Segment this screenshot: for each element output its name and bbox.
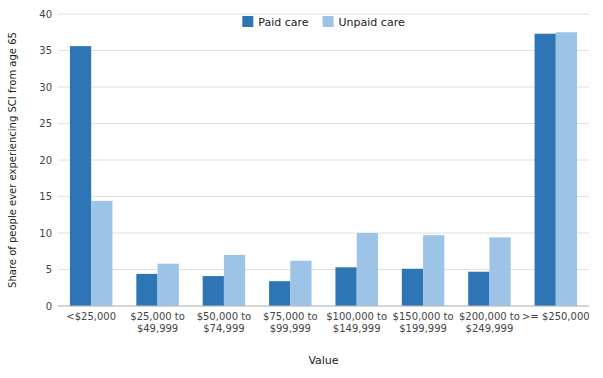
x-tick-label: $100,000 to$149,999 <box>326 311 387 334</box>
x-tick-label-line: <$25,000 <box>66 311 116 322</box>
x-tick-label-line: $74,999 <box>203 323 244 334</box>
x-tick-label-line: >= $250,000 <box>522 311 590 322</box>
x-tick-label: $25,000 to$49,999 <box>130 311 185 334</box>
grid-line <box>58 87 589 88</box>
y-tick-label: 25 <box>39 118 52 129</box>
bars <box>70 32 577 306</box>
y-tick-label: 30 <box>39 82 52 93</box>
bar <box>224 255 245 306</box>
bar <box>335 267 356 306</box>
y-tick-label: 35 <box>39 45 52 56</box>
x-tick-label-line: $200,000 to <box>459 311 520 322</box>
legend-swatch <box>323 16 334 27</box>
x-tick-label-line: $199,999 <box>399 323 447 334</box>
y-tick-label: 5 <box>46 264 52 275</box>
x-axis-label: Value <box>308 354 338 367</box>
bar <box>91 201 112 306</box>
y-tick-label: 20 <box>39 155 52 166</box>
x-tick-label-line: $150,000 to <box>393 311 454 322</box>
bar <box>136 274 157 306</box>
y-tick-label: 0 <box>46 301 52 312</box>
grid-line <box>58 50 589 51</box>
chart: 0 5 10 15 20 25 30 35 40 <$25,000 $25,000 to$49,99… <box>0 0 603 378</box>
x-tick-label-line: $99,999 <box>270 323 311 334</box>
grid-line <box>58 160 589 161</box>
x-tick-label: $50,000 to$74,999 <box>197 311 252 334</box>
grid-line <box>58 123 589 124</box>
grid-line <box>58 196 589 197</box>
grid-line <box>58 306 589 307</box>
bar <box>290 261 311 306</box>
y-axis-label: Share of people ever experiencing SCI fr… <box>7 32 18 288</box>
legend-swatch <box>242 16 253 27</box>
x-tick-label-line: $249,999 <box>466 323 514 334</box>
bar <box>269 281 290 306</box>
x-tick-label: $75,000 to$99,999 <box>263 311 318 334</box>
x-tick-label: >= $250,000 <box>522 311 590 322</box>
x-tick-label: $200,000 to$249,999 <box>459 311 520 334</box>
legend: Paid care Unpaid care <box>242 16 405 29</box>
x-axis-line <box>58 306 589 307</box>
bar <box>158 264 179 306</box>
x-tick-label-line: $50,000 to <box>197 311 252 322</box>
x-tick-label: <$25,000 <box>66 311 116 322</box>
x-tick-label-line: $149,999 <box>333 323 381 334</box>
grid-line <box>58 233 589 234</box>
grid-line <box>58 14 589 15</box>
bar <box>468 272 489 306</box>
x-tick-label-line: $75,000 to <box>263 311 318 322</box>
y-tick-label: 10 <box>39 228 52 239</box>
bar <box>203 276 224 306</box>
legend-label: Paid care <box>258 16 308 29</box>
x-tick-label-line: $49,999 <box>137 323 178 334</box>
x-tick-label-line: $25,000 to <box>130 311 185 322</box>
x-tick-label: $150,000 to$199,999 <box>393 311 454 334</box>
legend-label: Unpaid care <box>339 16 405 29</box>
bar <box>402 269 423 306</box>
bar <box>535 34 556 306</box>
y-tick-label: 15 <box>39 191 52 202</box>
bar <box>357 233 378 306</box>
bar <box>70 46 91 306</box>
bar <box>489 237 510 306</box>
x-tick-label-line: $100,000 to <box>326 311 387 322</box>
grid <box>58 14 589 306</box>
bar <box>556 32 577 306</box>
y-tick-label: 40 <box>39 9 52 20</box>
bar <box>423 235 444 306</box>
